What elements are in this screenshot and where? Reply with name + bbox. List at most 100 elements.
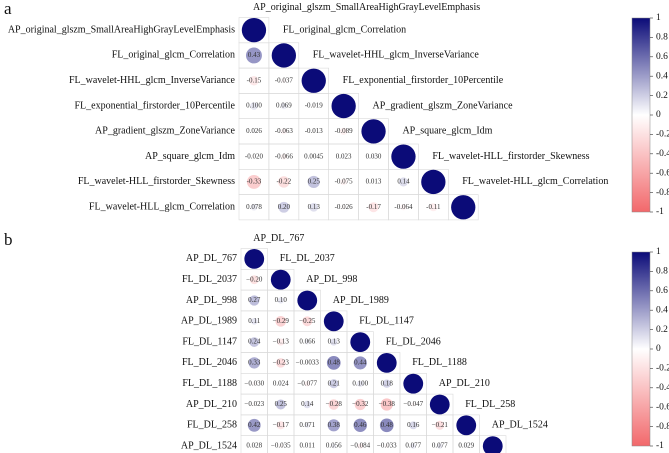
row-label: FL_DL_1147	[182, 336, 237, 347]
row-label: FL_wavelet-HHL_glcm_InverseVariance	[69, 75, 236, 86]
colorbar-tick-label: 0.2	[656, 325, 668, 335]
colorbar-tick-label: -0.4	[656, 383, 669, 393]
value-label: -0.089	[335, 127, 354, 135]
correlation-circle	[252, 444, 256, 448]
correlation-circle	[421, 169, 446, 195]
correlation-circle	[456, 415, 477, 436]
colorbar-tick-label: 1	[656, 247, 661, 257]
correlation-circle	[328, 399, 339, 410]
value-label: -0.013	[305, 127, 324, 135]
correlation-circle	[400, 204, 407, 211]
value-label: −0.32	[352, 400, 369, 408]
value-label: −0.13	[273, 338, 290, 346]
value-label: 0.46	[354, 421, 367, 429]
correlation-circle	[350, 332, 371, 352]
value-label: 0.024	[273, 379, 289, 387]
row-label: AP_original_glszm_SmallAreaHighGrayLevel…	[8, 24, 235, 35]
value-label: -0.33	[247, 178, 262, 186]
correlation-circle	[331, 443, 337, 449]
value-label: 0.066	[299, 338, 315, 346]
value-label: 0.100	[352, 379, 368, 387]
value-label: 0.44	[354, 359, 367, 367]
value-label: 0.13	[328, 338, 341, 346]
correlation-circle	[437, 443, 443, 449]
correlation-circle	[245, 47, 262, 64]
correlation-circle	[354, 398, 366, 411]
value-label: −0.035	[271, 442, 291, 450]
value-label: 0.13	[308, 203, 321, 211]
correlation-circle	[327, 419, 340, 432]
colorbar-tick-label: 0.4	[656, 305, 668, 315]
row-label: FL_DL_2037	[182, 274, 237, 285]
correlation-circle	[376, 353, 397, 373]
row-label: FL_original_glcm_Correlation	[112, 50, 235, 61]
cell-border	[447, 194, 479, 221]
correlation-circle	[297, 290, 318, 311]
correlation-circle	[301, 68, 326, 93]
value-label: 0.100	[246, 102, 262, 110]
colorbar-tick-label: 0.6	[656, 52, 668, 62]
colorbar	[631, 17, 651, 213]
correlation-circle	[280, 128, 287, 135]
correlation-circle	[249, 76, 259, 86]
correlation-circle	[340, 127, 348, 135]
row-label: AP_DL_1524	[181, 440, 237, 451]
row-label: AP_DL_210	[186, 399, 237, 410]
column-label: FL_original_glcm_Correlation	[283, 24, 406, 35]
value-label: 0.077	[405, 442, 421, 450]
correlation-circle	[247, 418, 261, 432]
colorbar-tick-label: -1	[656, 207, 664, 217]
column-label: FL_DL_258	[465, 399, 515, 410]
correlation-circle	[280, 102, 288, 110]
value-label: −0.17	[273, 421, 290, 429]
colorbar	[631, 251, 651, 447]
correlation-circle	[306, 362, 308, 364]
column-label: AP_square_glcm_Idm	[402, 126, 492, 137]
correlation-circle	[248, 357, 260, 369]
value-label: 0.069	[276, 102, 292, 110]
correlation-circle	[278, 444, 283, 448]
column-label: AP_DL_767	[253, 233, 304, 244]
value-label: 0.11	[248, 317, 260, 325]
column-label: FL_wavelet-HLL_firstorder_Skewness	[432, 151, 589, 162]
correlation-circle	[357, 443, 364, 449]
row-label: FL_DL_2046	[182, 357, 237, 368]
value-label: 0.026	[246, 127, 262, 135]
value-label: −0.030	[244, 379, 264, 387]
correlation-circle	[353, 418, 367, 433]
correlation-circle	[368, 202, 379, 213]
correlation-circle	[312, 129, 316, 133]
colorbar-tick-label: 1	[656, 13, 661, 23]
correlation-circle	[252, 154, 256, 159]
correlation-circle	[382, 379, 391, 388]
value-label: -0.15	[247, 76, 262, 84]
column-label: FL_DL_1147	[359, 316, 414, 327]
value-label: 0.011	[300, 442, 316, 450]
value-label: −0.084	[350, 442, 370, 450]
row-label: FL_DL_1188	[182, 378, 237, 389]
value-label: 0.25	[275, 400, 288, 408]
value-label: 0.071	[299, 421, 315, 429]
value-label: 0.48	[328, 359, 341, 367]
correlation-circle	[312, 104, 316, 108]
correlation-circle	[341, 205, 346, 210]
correlation-circle	[280, 153, 287, 160]
value-label: -0.066	[275, 152, 294, 160]
correlation-circle	[379, 418, 394, 433]
value-label: 0.21	[328, 379, 341, 387]
correlation-circle	[398, 177, 408, 187]
correlation-circle	[371, 154, 376, 159]
value-label: 0.42	[248, 421, 261, 429]
correlation-circle	[330, 338, 338, 346]
correlation-circle	[249, 295, 260, 306]
value-label: 0.48	[381, 421, 394, 429]
value-label: -0.11	[426, 203, 441, 211]
value-label: 0.10	[275, 296, 288, 304]
correlation-circle	[244, 249, 265, 269]
correlation-circle	[304, 339, 310, 345]
value-label: 0.013	[366, 178, 382, 186]
correlation-circle	[275, 399, 286, 410]
correlation-circle	[340, 178, 347, 186]
correlation-circle	[372, 180, 375, 184]
correlation-circle	[353, 356, 367, 370]
